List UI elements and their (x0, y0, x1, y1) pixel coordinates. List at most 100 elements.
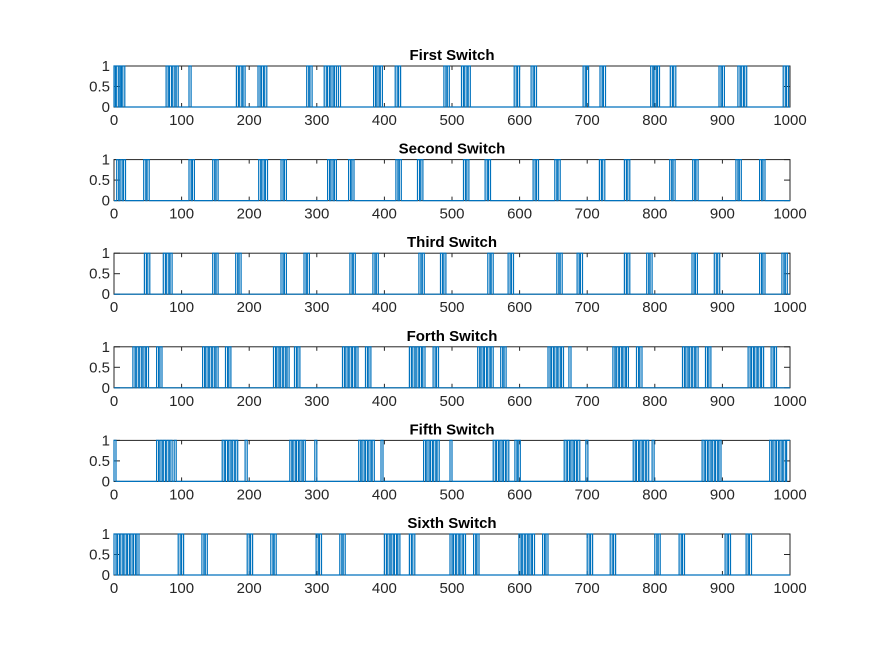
x-tick-label: 200 (237, 393, 262, 410)
y-tick-label: 0 (102, 380, 110, 397)
switch-signal-line (113, 439, 790, 482)
x-tick-label: 700 (575, 486, 600, 503)
x-tick-label: 0 (110, 299, 118, 316)
y-tick-label: 0.5 (89, 547, 110, 564)
x-tick-label: 400 (372, 299, 397, 316)
x-tick-label: 200 (237, 206, 262, 223)
x-tick-label: 0 (110, 112, 118, 129)
y-tick-label: 0.5 (89, 172, 110, 189)
x-tick-label: 300 (304, 206, 329, 223)
x-tick-label: 900 (710, 299, 735, 316)
y-tick-label: 1 (102, 152, 110, 169)
x-tick-label: 1000 (773, 486, 806, 503)
x-tick-label: 0 (110, 393, 118, 410)
x-tick-label: 1000 (773, 580, 806, 597)
x-tick-label: 400 (372, 112, 397, 129)
x-tick-label: 0 (110, 580, 118, 597)
x-tick-label: 900 (710, 112, 735, 129)
x-tick-label: 600 (507, 206, 532, 223)
x-tick-label: 700 (575, 393, 600, 410)
subplot-5: Fifth Switch 0 100 200 300 400 500 600 700 800 900… (89, 421, 807, 503)
x-tick-label: 800 (642, 206, 667, 223)
x-tick-label: 300 (304, 580, 329, 597)
axes-box (113, 65, 791, 108)
x-tick-label: 100 (169, 299, 194, 316)
x-tick-label: 500 (439, 299, 464, 316)
x-tick-label: 900 (710, 393, 735, 410)
x-tick-label: 700 (575, 580, 600, 597)
subplot-1: First Switch 0 100 200 300 400 500 600 700 800 900… (89, 47, 807, 129)
y-tick-label: 0.5 (89, 359, 110, 376)
x-tick-label: 600 (507, 299, 532, 316)
subplot-title: Fifth Switch (410, 421, 495, 438)
axes-box (113, 346, 791, 389)
x-tick-label: 800 (642, 393, 667, 410)
x-tick-label: 200 (237, 112, 262, 129)
subplot-4: Forth Switch 0 100 200 300 400 500 600 700 800 900… (89, 328, 807, 410)
x-tick-label: 100 (169, 206, 194, 223)
x-tick-label: 1000 (773, 112, 806, 129)
x-tick-label: 700 (575, 299, 600, 316)
x-tick-label: 100 (169, 486, 194, 503)
x-tick-label: 300 (304, 393, 329, 410)
x-tick-label: 400 (372, 580, 397, 597)
x-tick-label: 900 (710, 206, 735, 223)
x-tick-label: 800 (642, 486, 667, 503)
x-tick-label: 300 (304, 486, 329, 503)
switch-signal-line (114, 346, 790, 389)
x-tick-label: 700 (575, 206, 600, 223)
x-tick-label: 900 (710, 486, 735, 503)
y-tick-label: 0 (102, 99, 110, 116)
x-tick-label: 600 (507, 580, 532, 597)
switch-signal-line (114, 252, 790, 295)
x-tick-label: 500 (439, 580, 464, 597)
x-tick-label: 400 (372, 393, 397, 410)
y-tick-label: 1 (102, 58, 110, 75)
subplot-title: Forth Switch (407, 328, 498, 345)
x-tick-label: 400 (372, 206, 397, 223)
x-tick-label: 100 (169, 393, 194, 410)
subplot-title: Second Switch (399, 141, 506, 158)
x-tick-label: 1000 (773, 299, 806, 316)
y-tick-label: 1 (102, 339, 110, 356)
x-tick-label: 0 (110, 486, 118, 503)
y-tick-label: 0.5 (89, 79, 110, 96)
switch-signal-line (114, 159, 790, 202)
x-tick-label: 1000 (773, 393, 806, 410)
subplot-3: Third Switch 0 100 200 300 400 500 600 700 800 900… (89, 234, 807, 316)
y-tick-label: 1 (102, 526, 110, 543)
switch-signal-line (113, 533, 790, 576)
x-tick-label: 100 (169, 112, 194, 129)
x-tick-label: 400 (372, 486, 397, 503)
subplot-title: Third Switch (407, 234, 497, 251)
x-tick-label: 200 (237, 580, 262, 597)
subplot-title: Sixth Switch (407, 515, 496, 532)
x-tick-label: 100 (169, 580, 194, 597)
subplot-2: Second Switch 0 100 200 300 400 500 600 700 800 90… (89, 141, 807, 223)
x-tick-label: 0 (110, 206, 118, 223)
y-tick-label: 1 (102, 432, 110, 449)
x-tick-label: 600 (507, 112, 532, 129)
x-tick-label: 800 (642, 580, 667, 597)
x-tick-label: 500 (439, 112, 464, 129)
x-tick-label: 800 (642, 112, 667, 129)
x-tick-label: 800 (642, 299, 667, 316)
subplot-title: First Switch (409, 47, 494, 64)
axes-box (113, 252, 791, 295)
x-tick-label: 300 (304, 112, 329, 129)
y-tick-label: 0.5 (89, 266, 110, 283)
switch-signal-line (113, 65, 790, 108)
subplot-6: Sixth Switch 0 100 200 300 400 500 600 700 800 900… (89, 515, 807, 597)
x-tick-label: 500 (439, 206, 464, 223)
x-tick-label: 500 (439, 393, 464, 410)
y-tick-label: 1 (102, 245, 110, 262)
x-tick-label: 600 (507, 393, 532, 410)
x-tick-label: 500 (439, 486, 464, 503)
x-tick-label: 700 (575, 112, 600, 129)
x-tick-label: 600 (507, 486, 532, 503)
y-tick-label: 0.5 (89, 453, 110, 470)
axes-box (113, 159, 791, 202)
y-tick-label: 0 (102, 567, 110, 584)
x-tick-label: 300 (304, 299, 329, 316)
